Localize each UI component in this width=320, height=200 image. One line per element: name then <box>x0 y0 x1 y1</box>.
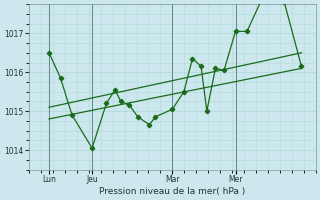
X-axis label: Pression niveau de la mer( hPa ): Pression niveau de la mer( hPa ) <box>99 187 245 196</box>
